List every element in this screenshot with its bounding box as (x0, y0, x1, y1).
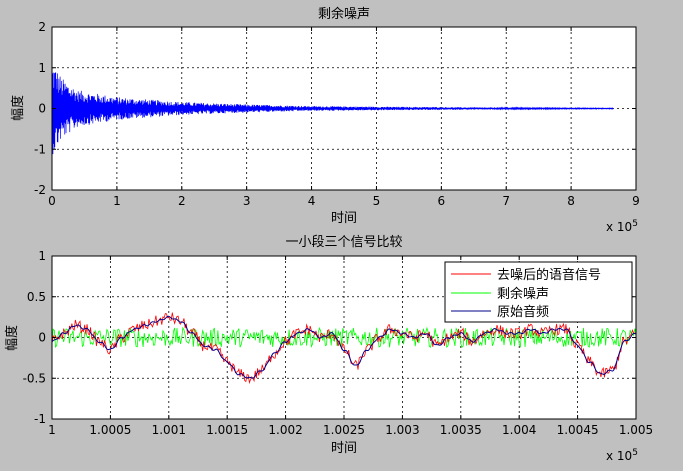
legend-label-noise: 剩余噪声 (497, 286, 549, 302)
bottom-xtick-label: 1.002 (268, 423, 302, 437)
top-xtick-label: 1 (113, 194, 121, 208)
noise-waveform-line (51, 72, 614, 155)
top-title: 剩余噪声 (318, 6, 370, 22)
bottom-series (51, 312, 637, 385)
top-xtick-label: 9 (632, 194, 640, 208)
top-xlabel: 时间 (331, 211, 357, 226)
bottom-ytick-label: 0.5 (27, 290, 46, 304)
top-axes: 0 1 2 3 4 5 6 7 8 9 -2 -1 0 1 2 剩余噪声 时间 幅度 x 105 (10, 6, 640, 234)
top-ticks: 0 1 2 3 4 5 6 7 8 9 -2 -1 0 1 2 (34, 20, 640, 208)
bottom-xtick-label: 1.0005 (89, 423, 131, 437)
top-xtick-label: 8 (567, 194, 575, 208)
series-line-original (51, 315, 637, 379)
bottom-xtick-label: 1.004 (502, 423, 536, 437)
bottom-ytick-label: 0 (38, 331, 46, 345)
bottom-ytick-label: 1 (38, 249, 46, 263)
bottom-legend: 去噪后的语音信号 剩余噪声 原始音频 (444, 261, 633, 323)
bottom-xtick-label: 1 (48, 423, 56, 437)
top-ytick-label: 2 (38, 20, 46, 34)
legend-label-original: 原始音频 (497, 304, 549, 320)
bottom-xtick-label: 1.0015 (206, 423, 248, 437)
bottom-xtick-label: 1.0025 (323, 423, 365, 437)
bottom-ylabel: 幅度 (4, 325, 20, 351)
top-xtick-label: 2 (178, 194, 186, 208)
top-xtick-label: 4 (308, 194, 316, 208)
series-line-denoised (51, 312, 637, 385)
top-ytick-label: -1 (34, 142, 46, 156)
series-line-noise (51, 326, 637, 349)
bottom-xtick-label: 1.0045 (557, 423, 599, 437)
bottom-title: 一小段三个信号比较 (285, 235, 402, 250)
bottom-xlabel: 时间 (331, 441, 357, 456)
bottom-xtick-label: 1.003 (385, 423, 419, 437)
top-xtick-label: 7 (502, 194, 510, 208)
bottom-xtick-label: 1.0035 (440, 423, 482, 437)
top-ylabel: 幅度 (10, 95, 26, 121)
legend-label-denoised: 去噪后的语音信号 (497, 267, 601, 283)
top-x-exponent: x 105 (606, 219, 638, 234)
bottom-axes: 1 1.0005 1.001 1.0015 1.002 1.0025 1.003 1.0035… (4, 235, 653, 463)
bottom-ytick-label: -1 (34, 412, 46, 426)
bottom-xtick-label: 1.005 (619, 423, 653, 437)
top-ytick-label: 1 (38, 61, 46, 75)
top-xtick-label: 5 (373, 194, 381, 208)
top-xtick-label: 6 (438, 194, 446, 208)
top-ytick-label: 0 (38, 102, 46, 116)
top-xtick-label: 3 (243, 194, 251, 208)
top-ytick-label: -2 (34, 183, 46, 197)
top-xtick-label: 0 (48, 194, 56, 208)
bottom-xtick-label: 1.001 (152, 423, 186, 437)
bottom-ticks: 1 1.0005 1.001 1.0015 1.002 1.0025 1.003 1.0035… (23, 249, 654, 437)
bottom-x-exponent: x 105 (606, 448, 638, 463)
bottom-ytick-label: -0.5 (23, 371, 46, 385)
legend-box (444, 261, 633, 323)
top-series-noise (51, 72, 614, 155)
